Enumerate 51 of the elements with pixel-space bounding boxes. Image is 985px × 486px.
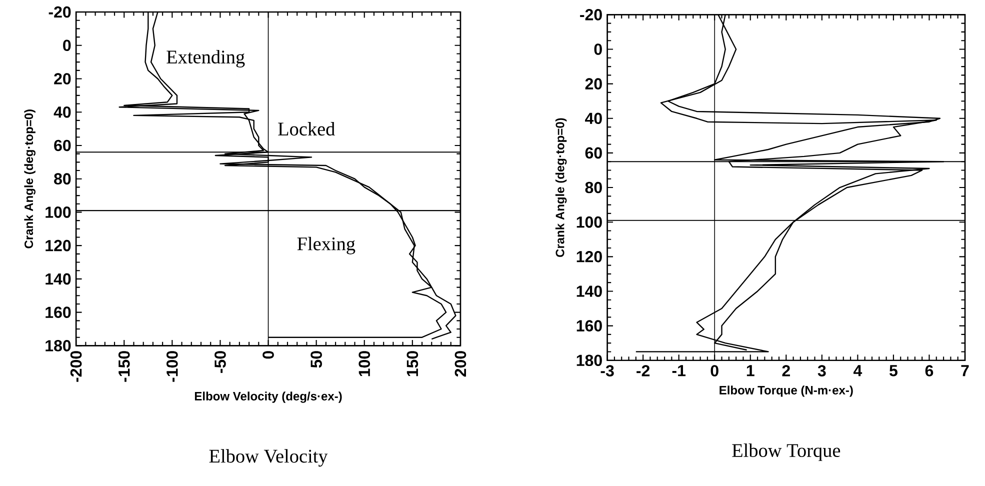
y-axis-title: Crank Angle (deg·top=0): [555, 118, 567, 258]
x-tick-label: 0: [262, 351, 274, 359]
x-tick-label: -150: [118, 351, 130, 382]
y-tick-label: 80: [585, 182, 602, 194]
x-axis-title: Elbow Velocity (deg/s·ex-): [194, 392, 342, 403]
x-tick-label: -1: [672, 365, 686, 376]
y-tick-label: 0: [63, 40, 71, 52]
y-tick-label: 160: [576, 320, 602, 332]
y-tick-label: 120: [576, 251, 602, 262]
x-tick-label: 50: [310, 351, 322, 368]
y-tick-label: 60: [585, 147, 602, 159]
y-tick-label: 40: [54, 106, 71, 118]
y-tick-label: 20: [54, 73, 71, 84]
y-tick-label: 0: [594, 44, 602, 55]
text: Elbow Torque: [732, 444, 840, 461]
y-tick-label: -20: [48, 6, 71, 18]
x-tick-label: 7: [961, 365, 969, 376]
y-axis-title: Crank Angle (deg·top=0): [24, 110, 36, 248]
x-tick-label: 6: [925, 365, 934, 376]
y-tick-label: 40: [585, 112, 602, 124]
y-tick-label: 180: [46, 340, 71, 352]
text: Elbow Velocity: [209, 449, 328, 467]
y-tick-label: -20: [580, 9, 602, 20]
annotation: Extending: [166, 50, 245, 68]
y-tick-label: 160: [46, 306, 71, 318]
x-tick-label: 150: [406, 351, 418, 376]
y-tick-label: 180: [576, 354, 602, 366]
x-tick-label: 2: [782, 365, 790, 376]
x-tick-label: -100: [166, 351, 178, 382]
x-tick-label: -50: [214, 351, 226, 374]
annotation: Flexing: [297, 236, 356, 254]
x-tick-label: -200: [70, 351, 82, 382]
x-tick-label: -2: [636, 365, 650, 376]
x-axis-title: Elbow Torque (N-m·ex-): [720, 386, 853, 397]
y-tick-label: 120: [46, 240, 71, 252]
x-tick-label: 0: [710, 365, 718, 376]
y-tick-label: 60: [54, 140, 71, 152]
x-tick-label: 1: [746, 365, 754, 376]
y-tick-label: 20: [585, 78, 602, 90]
x-tick-label: 5: [890, 365, 898, 376]
x-tick-label: 3: [818, 365, 826, 377]
y-tick-label: 80: [54, 173, 71, 185]
y-tick-label: 100: [576, 216, 602, 228]
y-tick-label: 140: [46, 273, 71, 285]
y-tick-label: 140: [576, 286, 602, 297]
annotation: Locked: [278, 122, 335, 136]
x-tick-label: 200: [454, 351, 466, 377]
y-tick-label: 100: [46, 206, 71, 218]
x-tick-label: -3: [600, 365, 614, 377]
x-tick-label: 4: [853, 365, 862, 376]
x-tick-label: 100: [358, 351, 370, 376]
